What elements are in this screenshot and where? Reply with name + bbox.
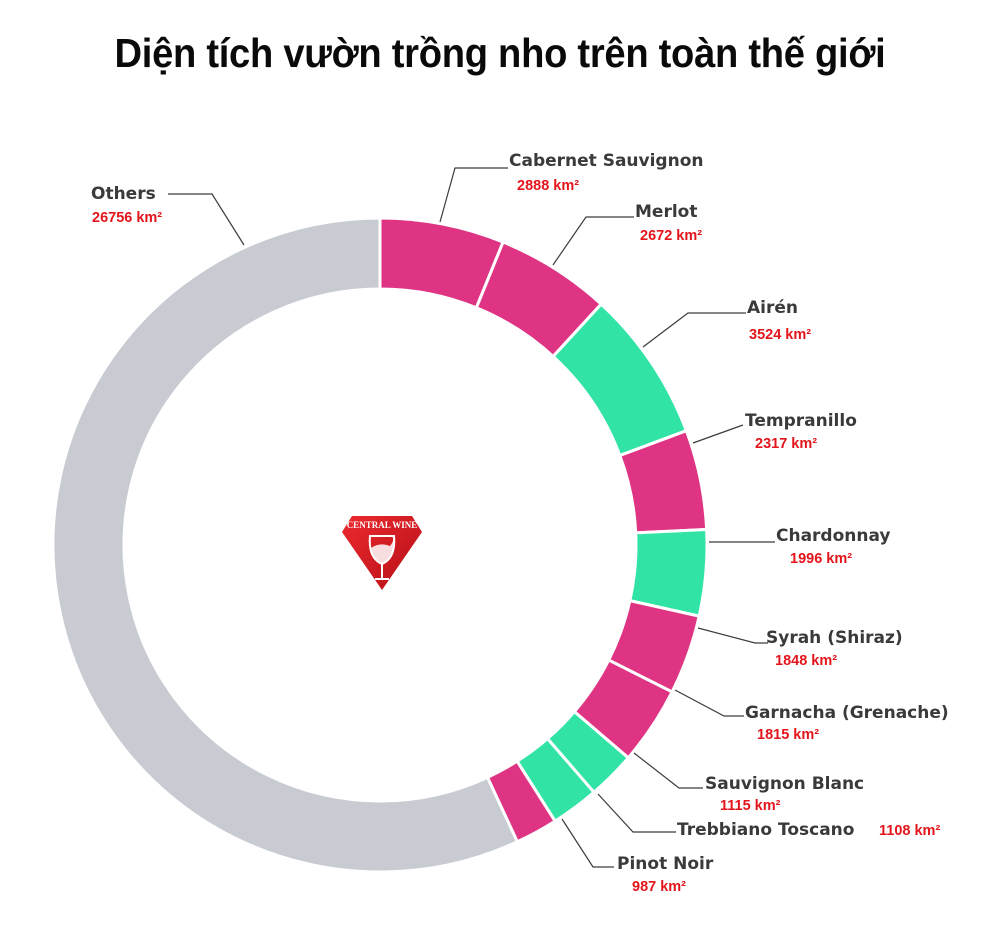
label-name-syrah-shiraz: Syrah (Shiraz) — [766, 628, 903, 648]
donut-segments — [51, 216, 709, 874]
label-name-trebbiano-toscano: Trebbiano Toscano — [677, 820, 854, 840]
central-wine-logo: CENTRAL WINE — [340, 512, 424, 592]
label-value-trebbiano-toscano: 1108 km² — [879, 823, 940, 839]
label-value-cabernet-sauvignon: 2888 km² — [517, 178, 579, 194]
label-value-pinot-noir: 987 km² — [632, 879, 686, 895]
label-name-pinot-noir: Pinot Noir — [617, 854, 714, 874]
leader-line-trebbiano-toscano — [597, 793, 676, 833]
label-value-air-n: 3524 km² — [749, 327, 811, 343]
label-name-chardonnay: Chardonnay — [776, 526, 891, 546]
label-name-tempranillo: Tempranillo — [745, 411, 857, 431]
slice-labels: Cabernet Sauvignon 2888 km² Merlot 2672 km²… — [91, 151, 949, 895]
leader-line-tempranillo — [692, 424, 744, 444]
label-name-merlot: Merlot — [635, 202, 697, 222]
segment-others — [51, 216, 520, 874]
label-value-chardonnay: 1996 km² — [790, 551, 852, 567]
label-value-sauvignon-blanc: 1115 km² — [720, 798, 781, 814]
leader-line-cabernet-sauvignon — [439, 167, 508, 223]
chart-title: Diện tích vườn trồng nho trên toàn thế g… — [114, 30, 886, 76]
label-value-garnacha-grenache: 1815 km² — [757, 727, 819, 743]
label-value-tempranillo: 2317 km² — [755, 436, 817, 452]
leader-line-sauvignon-blanc — [633, 752, 703, 789]
label-name-garnacha-grenache: Garnacha (Grenache) — [745, 703, 949, 723]
leader-line-merlot — [552, 216, 634, 266]
leader-line-garnacha-grenache — [674, 689, 744, 717]
wine-glass-diamond-icon: CENTRAL WINE — [342, 516, 422, 590]
label-value-merlot: 2672 km² — [640, 228, 702, 244]
svg-text:CENTRAL WINE: CENTRAL WINE — [347, 520, 418, 530]
label-name-cabernet-sauvignon: Cabernet Sauvignon — [509, 151, 704, 171]
leader-lines — [168, 167, 775, 868]
label-value-syrah-shiraz: 1848 km² — [775, 653, 837, 669]
leader-line-air-n — [642, 312, 746, 348]
leader-line-others — [168, 193, 245, 246]
leader-line-syrah-shiraz — [697, 627, 768, 644]
leader-line-pinot-noir — [561, 818, 614, 868]
label-name-air-n: Airén — [747, 298, 798, 318]
label-name-others: Others — [91, 184, 156, 204]
label-name-sauvignon-blanc: Sauvignon Blanc — [705, 774, 864, 794]
label-value-others: 26756 km² — [92, 210, 162, 226]
